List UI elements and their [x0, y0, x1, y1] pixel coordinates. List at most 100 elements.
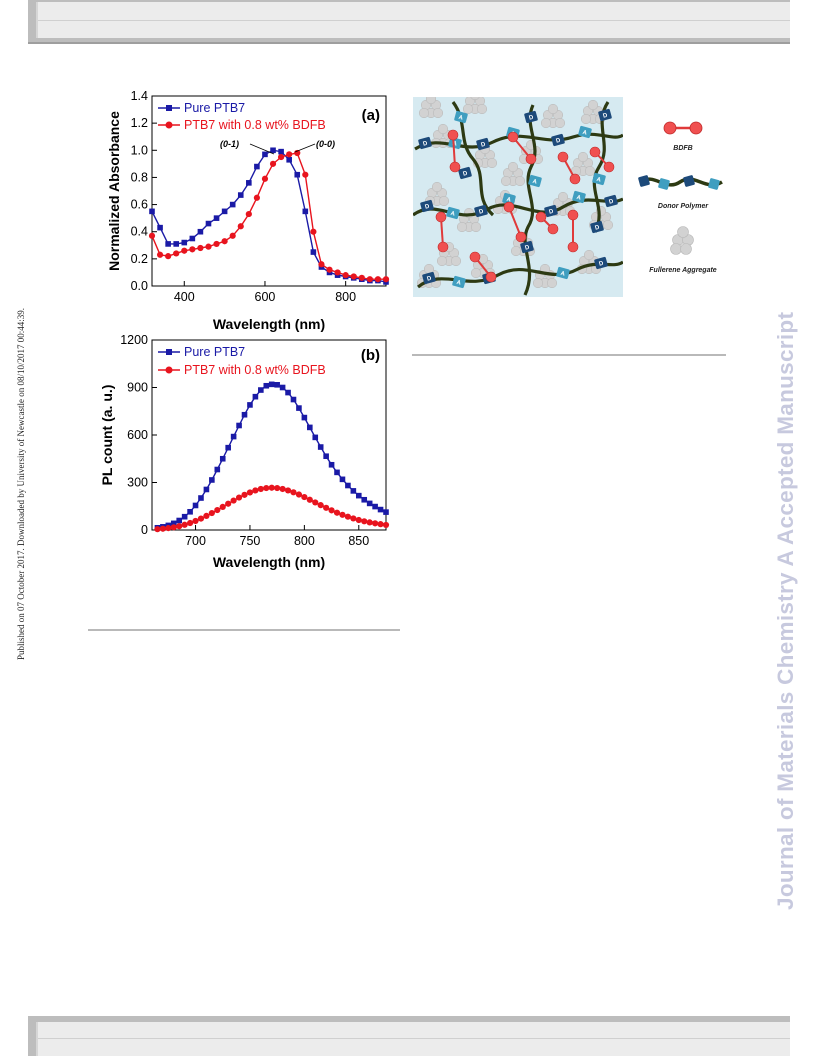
fullerene-ball	[514, 175, 526, 187]
data-point	[197, 515, 205, 522]
fullerene-ball	[462, 103, 474, 115]
data-point	[279, 485, 286, 493]
plot-frame	[151, 95, 387, 287]
svg-text:A: A	[506, 197, 512, 204]
data-point	[181, 521, 188, 528]
donor-unit: D	[418, 136, 432, 150]
data-point	[230, 497, 237, 504]
y-tick-label: 1.0	[131, 143, 148, 157]
header-rule	[38, 20, 790, 21]
pl-chart: 700 750 800 850 0 300 600 900 1200 Wavelength (n…	[100, 333, 390, 570]
data-point	[186, 519, 194, 527]
data-point	[221, 208, 228, 215]
fullerene-ball	[584, 165, 596, 177]
data-point	[253, 194, 260, 201]
data-point	[209, 477, 215, 483]
schematic-legend: BDFB Donor Polymer Fullerene Aggregate	[638, 121, 723, 274]
donor-unit: D	[524, 110, 538, 124]
svg-text:D: D	[462, 171, 468, 178]
data-point	[170, 520, 177, 527]
data-point	[241, 411, 248, 418]
publication-notice: Published on 07 October 2017. Downloaded…	[16, 308, 26, 660]
data-point	[148, 232, 156, 239]
legend-marker-circle	[165, 366, 173, 374]
data-point	[328, 507, 335, 514]
y-axis-label: Normalized Absorbance	[106, 111, 122, 271]
data-point	[296, 405, 302, 411]
data-point	[274, 484, 281, 492]
data-point	[268, 484, 275, 491]
data-point	[192, 517, 199, 525]
data-point	[350, 273, 357, 280]
data-point	[366, 519, 373, 526]
fullerene-ball	[507, 161, 519, 173]
bdfb-end	[437, 241, 449, 253]
data-point	[377, 521, 384, 528]
data-point	[290, 489, 297, 496]
y-tick-label: 300	[127, 476, 148, 490]
data-point	[317, 502, 324, 509]
data-point	[165, 525, 172, 532]
legend-marker-circle	[165, 121, 173, 129]
y-tick-label: 1200	[120, 333, 148, 347]
section-rule-left	[88, 629, 400, 631]
data-point	[355, 516, 362, 524]
data-point	[189, 235, 196, 242]
data-point	[252, 393, 259, 400]
bdfb-legend-label: BDFB	[673, 145, 692, 152]
bdfb-legend-item: BDFB	[663, 121, 703, 152]
data-point	[382, 276, 390, 283]
data-point	[257, 485, 264, 493]
data-point	[355, 492, 362, 499]
y-tick-label: 1.4	[131, 89, 148, 103]
bdfb-end	[449, 161, 461, 173]
legend: Pure PTB7 PTB7 with 0.8 wt% BDFB	[158, 345, 326, 377]
x-tick-label: 600	[255, 290, 276, 304]
donor-unit: D	[551, 133, 565, 147]
data-point	[306, 496, 313, 503]
bdfb-end	[567, 241, 579, 253]
svg-text:D: D	[555, 138, 561, 145]
data-point	[326, 266, 333, 273]
y-tick-label: 0	[141, 523, 148, 537]
polymer-chain	[413, 197, 623, 217]
x-tick-label: 850	[348, 534, 369, 548]
data-point	[241, 491, 248, 498]
donor-unit: D	[590, 220, 604, 234]
fullerene-legend-label: Fullerene Aggregate	[649, 267, 717, 274]
fullerene-ball	[532, 277, 544, 289]
data-point	[382, 521, 390, 529]
acceptor-unit: A	[452, 275, 466, 289]
data-point	[286, 151, 293, 158]
data-point	[149, 208, 155, 215]
fullerene-ball	[557, 191, 569, 203]
bdfb-end	[535, 211, 547, 223]
series-line-1	[157, 383, 387, 529]
data-point	[252, 487, 259, 494]
fullerene-ball	[438, 195, 450, 207]
fullerene-ball	[436, 255, 448, 267]
panel-label: (a)	[362, 107, 380, 124]
x-axis-label: Wavelength (nm)	[213, 554, 325, 570]
data-point	[383, 509, 389, 515]
panel-label: (b)	[361, 347, 380, 364]
donor-unit: D	[598, 108, 612, 122]
data-point	[372, 503, 378, 510]
acceptor-unit-icon	[708, 178, 720, 190]
fullerene-ball	[470, 221, 482, 233]
data-point	[317, 444, 324, 450]
donor-unit: D	[594, 256, 608, 270]
data-point	[345, 482, 351, 489]
svg-text:D: D	[422, 141, 428, 148]
y-tick-label: 0.0	[131, 279, 148, 293]
polymer-chain	[523, 104, 537, 296]
data-point	[173, 250, 180, 257]
data-point	[246, 489, 254, 496]
data-point	[156, 251, 164, 258]
data-point	[262, 151, 268, 158]
bdfb-end	[503, 201, 515, 213]
data-point	[181, 247, 188, 254]
header-inner-bar	[36, 2, 790, 38]
fullerene-ball	[432, 107, 444, 119]
legend: Pure PTB7 PTB7 with 0.8 wt% BDFB	[158, 101, 326, 132]
